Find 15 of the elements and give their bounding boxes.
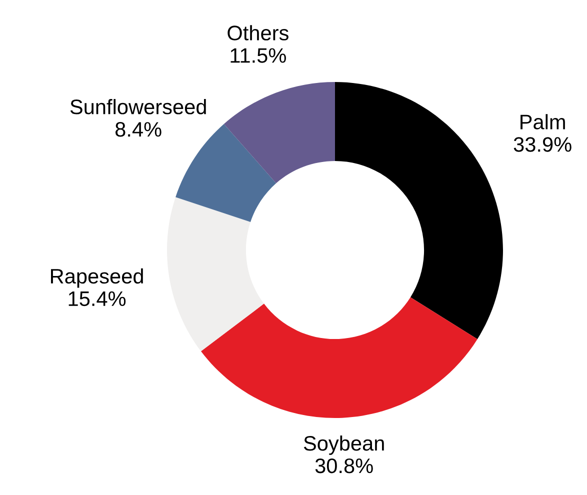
slice-label: Sunflowerseed — [70, 99, 206, 114]
slice-label: Soybean — [304, 435, 384, 455]
data-label: 15.4% — [68, 291, 126, 306]
donut-slice — [176, 124, 276, 222]
donut-slice — [224, 82, 335, 184]
slice-label: Others — [228, 25, 288, 40]
donut-slice — [335, 82, 503, 340]
data-label: 30.8% — [315, 458, 373, 474]
donut-slice — [200, 297, 478, 418]
donut-slice — [167, 197, 264, 352]
slice-label: Rapeseed — [51, 268, 143, 288]
data-label: 8.4% — [116, 122, 162, 137]
slice-label: Palm — [520, 114, 565, 130]
data-label: 33.9% — [514, 137, 572, 152]
data-label: 11.5% — [230, 48, 286, 63]
